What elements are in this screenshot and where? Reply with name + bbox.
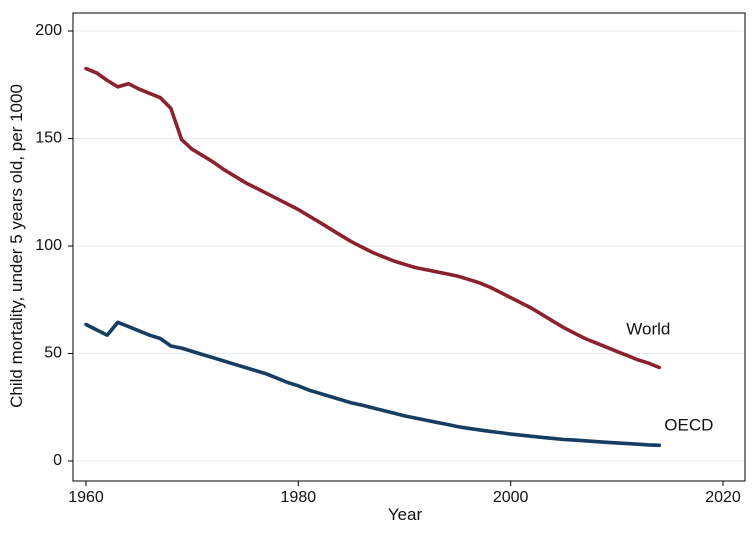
x-tick-label-3: 2020 xyxy=(705,489,741,506)
axis-ticks: 0 50 100 150 200 1960 1980 2000 2020 xyxy=(35,22,741,506)
y-tick-label-1: 50 xyxy=(44,345,62,362)
y-tick-label-2: 100 xyxy=(35,237,62,254)
x-tick-label-1: 1980 xyxy=(281,489,317,506)
y-tick-label-4: 200 xyxy=(35,22,62,39)
plot-frame xyxy=(72,12,746,482)
series-lines xyxy=(84,66,662,448)
gridlines xyxy=(74,30,744,462)
series-label-oecd: OECD xyxy=(664,415,713,434)
x-tick-label-0: 1960 xyxy=(68,489,104,506)
y-tick-label-0: 0 xyxy=(53,452,62,469)
y-tick-label-3: 150 xyxy=(35,130,62,147)
x-tick-label-2: 2000 xyxy=(493,489,529,506)
series-labels: World OECD xyxy=(626,319,713,434)
series-line-oecd xyxy=(84,320,662,448)
y-axis-title: Child mortality, under 5 years old, per … xyxy=(7,84,26,408)
x-axis-title: Year xyxy=(388,505,423,524)
series-label-world: World xyxy=(626,319,670,338)
series-line-world xyxy=(84,66,662,370)
